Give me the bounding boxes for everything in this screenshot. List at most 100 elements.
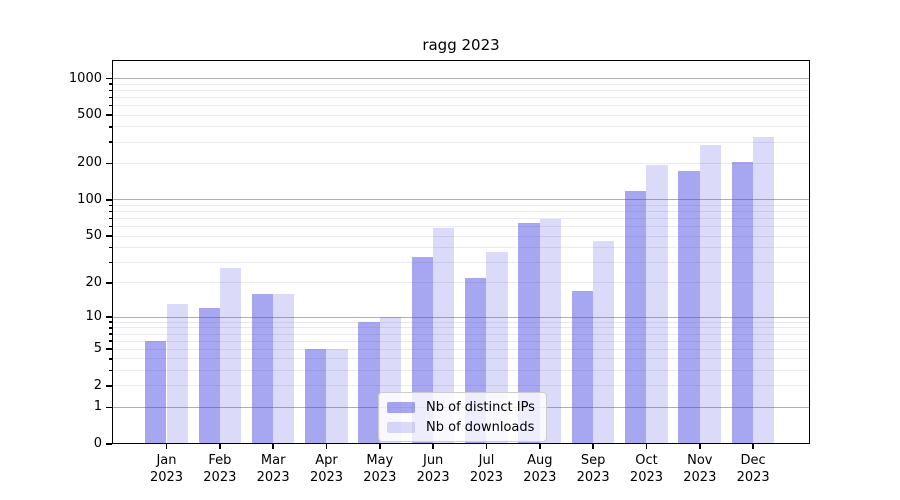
x-tick-label: Dec 2023 — [723, 452, 783, 486]
x-tick — [485, 444, 488, 449]
y-minor-tick — [109, 340, 112, 342]
y-tick — [106, 348, 112, 350]
bar-distinct-ips — [731, 162, 754, 444]
minor-gridline — [112, 340, 810, 342]
y-minor-tick — [109, 217, 112, 220]
y-minor-tick — [109, 369, 112, 372]
x-tick-label-line: Nov — [687, 453, 713, 468]
legend-item: Nb of downloads — [379, 419, 546, 436]
x-tick — [219, 444, 221, 449]
bar-downloads — [593, 241, 615, 444]
bar-downloads — [699, 144, 722, 444]
minor-gridline — [112, 226, 810, 228]
y-minor-tick — [109, 210, 112, 213]
y-minor-tick — [109, 89, 112, 92]
x-tick-label-line: Dec — [740, 453, 766, 468]
y-tick-label: 5 — [93, 341, 102, 357]
x-tick-label-line: Oct — [635, 453, 658, 468]
y-minor-tick — [109, 204, 112, 207]
minor-gridline — [112, 261, 810, 263]
x-tick-label-line: Jan — [156, 453, 177, 468]
x-tick — [699, 444, 701, 449]
x-tick — [325, 444, 328, 449]
y-tick — [106, 443, 112, 445]
x-tick-label-line: Apr — [315, 453, 338, 468]
x-tick-label-line: 2023 — [149, 470, 184, 485]
y-tick — [106, 406, 112, 409]
x-tick — [165, 444, 168, 449]
minor-gridline — [112, 348, 810, 350]
major-gridline — [112, 78, 810, 80]
x-tick-label: Apr 2023 — [296, 452, 356, 486]
bar-downloads — [433, 228, 455, 444]
y-tick — [106, 77, 112, 80]
x-tick-label: Jun 2023 — [403, 452, 463, 486]
x-tick-label: Sep 2023 — [563, 452, 623, 486]
x-tick-label-line: Sep — [580, 453, 606, 468]
y-tick — [106, 282, 112, 284]
minor-gridline — [112, 247, 810, 249]
minor-gridline — [112, 358, 810, 360]
minor-gridline — [112, 370, 810, 372]
minor-gridline — [112, 204, 810, 206]
y-minor-tick — [109, 358, 112, 360]
minor-gridline — [112, 105, 810, 107]
y-minor-tick — [109, 333, 112, 335]
x-tick — [432, 444, 434, 449]
x-tick — [752, 444, 754, 449]
minor-gridline — [112, 211, 810, 213]
y-minor-tick — [109, 126, 112, 128]
bar-distinct-ips — [518, 223, 540, 444]
legend-swatch — [387, 401, 415, 413]
bar-distinct-ips — [198, 308, 220, 444]
minor-gridline — [112, 89, 810, 91]
x-tick-label-line: 2023 — [736, 470, 770, 485]
plot-area: Nb of distinct IPs Nb of downloads — [112, 60, 810, 444]
bar-downloads — [166, 304, 188, 444]
minor-gridline — [112, 83, 810, 85]
x-tick-label-line: 2023 — [683, 470, 717, 485]
minor-gridline — [112, 385, 810, 387]
y-tick-label: 100 — [77, 191, 102, 207]
legend-label: Nb of distinct IPs — [426, 399, 535, 415]
minor-gridline — [112, 96, 810, 98]
minor-gridline — [112, 162, 810, 164]
y-tick — [106, 114, 112, 116]
bar-distinct-ips — [571, 291, 594, 444]
x-tick-label: Aug 2023 — [510, 452, 570, 486]
x-tick — [272, 444, 274, 449]
major-gridline — [112, 199, 810, 201]
x-tick-label: Jan 2023 — [137, 452, 197, 486]
legend-item: Nb of distinct IPs — [379, 399, 546, 416]
y-minor-tick — [109, 261, 112, 264]
y-minor-tick — [109, 83, 112, 85]
x-tick-label-line: Jun — [422, 453, 444, 468]
bar-downloads — [753, 137, 775, 444]
y-tick — [106, 162, 112, 165]
bar-downloads — [219, 267, 242, 444]
bar-distinct-ips — [358, 322, 380, 444]
y-tick-label: 20 — [85, 274, 102, 290]
y-tick — [106, 385, 112, 387]
y-minor-tick — [109, 321, 112, 323]
x-tick-label-line: 2023 — [363, 470, 397, 485]
bar-distinct-ips — [251, 294, 274, 444]
x-tick-label-line: 2023 — [203, 470, 237, 485]
x-tick-label: Feb 2023 — [190, 452, 250, 486]
legend-swatch — [387, 421, 415, 433]
y-tick-label: 10 — [85, 309, 102, 325]
legend: Nb of distinct IPs Nb of downloads — [378, 392, 547, 442]
y-tick-label: 0 — [93, 436, 102, 451]
x-tick — [592, 444, 594, 449]
minor-gridline — [112, 235, 810, 237]
x-tick-label-line: Jul — [478, 453, 495, 468]
minor-gridline — [112, 282, 810, 284]
minor-gridline — [112, 333, 810, 335]
x-tick-label-line: 2023 — [309, 470, 344, 485]
bar-downloads — [326, 349, 348, 444]
x-tick-label: Jul 2023 — [456, 452, 516, 486]
x-tick-label-line: 2023 — [256, 470, 290, 485]
x-tick-label-line: Feb — [208, 453, 232, 468]
y-tick-label: 500 — [77, 107, 102, 123]
bar-downloads — [273, 294, 295, 444]
